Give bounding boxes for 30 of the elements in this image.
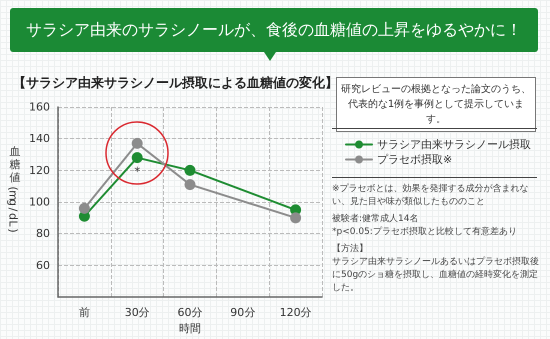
x-tick-label: 90分 [230, 306, 256, 319]
text: 研究レビューの根拠となった論文のうち、代表的な1例を事例として提示しています。 [341, 84, 531, 125]
point [78, 202, 90, 214]
point [184, 164, 196, 176]
point [132, 152, 143, 164]
legend-label: プラセボ摂取※ [377, 153, 452, 166]
text: 血糖値(mg/dL) [6, 145, 20, 233]
annotation: * [134, 164, 140, 179]
y-tick-label: 80 [36, 227, 50, 240]
text: ※プラセボとは、効果を発揮する成分が含まれない、見た目や味が類似したもののこと [332, 183, 530, 209]
x-tick-label: 60分 [178, 306, 202, 319]
y-tick-label: 60 [36, 258, 50, 272]
legend-label: サラシア由来サラシノール摂取 [377, 138, 531, 151]
point [132, 138, 143, 149]
chart-subtitle: 【サラシア由来サラシノール摂取による血糖値の変化】 [13, 75, 338, 91]
y-tick-label: 120 [29, 164, 50, 177]
y-tick-label: 100 [29, 196, 50, 208]
text: *p<0.05:プラセボ摂取と比較して有意差あり [332, 226, 518, 239]
text: 【方法】 [332, 243, 369, 256]
y-tick-label: 140 [29, 132, 50, 146]
x-tick-label: 30分 [124, 306, 150, 319]
x-tick-label: 前 [78, 306, 90, 319]
x-axis-title: 時間 [179, 322, 201, 335]
text: サラシア由来サラシノールあるいはプラセボ摂取後に50gのショ糖を摂取し、血糖値の経時変化を測定した。 [332, 256, 540, 295]
point [184, 179, 196, 190]
chart-title: サラシア由来のサラシノールが、食後の血糖値の上昇をゆるやかに！ [10, 8, 538, 52]
text: 被験者:健常成人14名 [332, 213, 420, 226]
y-tick-label: 160 [29, 100, 50, 114]
point [290, 212, 302, 224]
x-tick-label: 120分 [280, 306, 312, 319]
